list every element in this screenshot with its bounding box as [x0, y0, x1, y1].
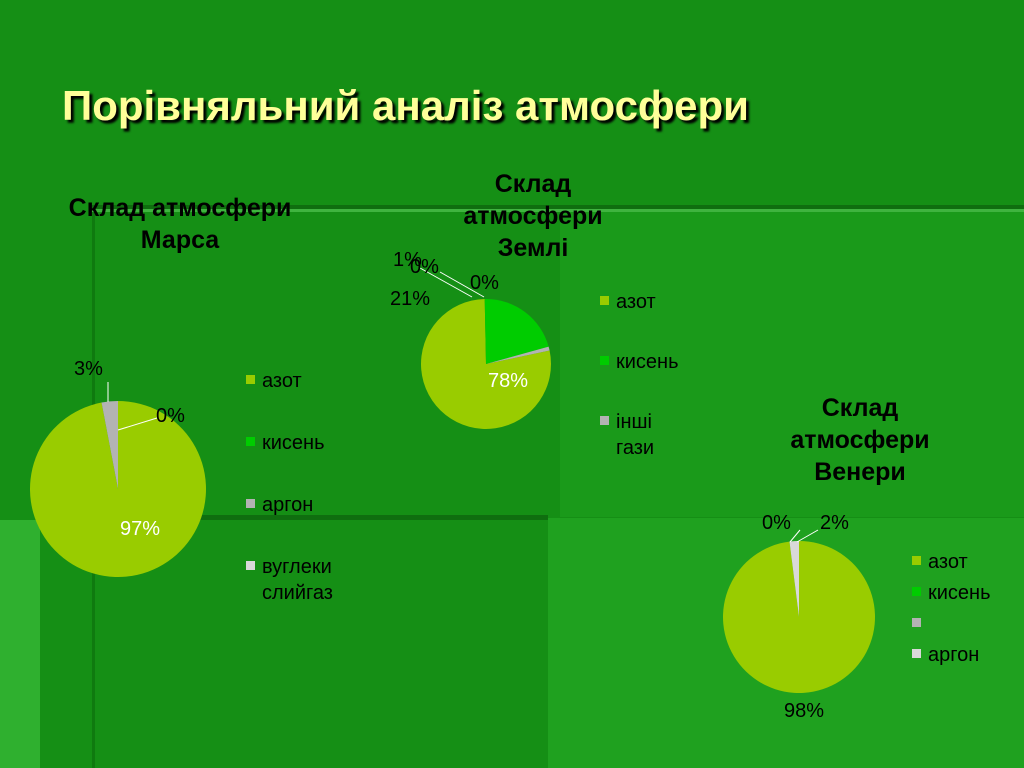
leader-line — [796, 529, 819, 543]
earth-legend-label-kysen: кисень — [616, 351, 679, 373]
earth-chart-title: Склад атмосфери Землі — [428, 168, 638, 264]
slide-title: Порівняльний аналіз атмосфери — [62, 82, 749, 129]
mars-pie-slice-3 — [101, 401, 118, 489]
venus-legend-label-argon: аргон — [928, 644, 980, 666]
mars-label-3: 3% — [74, 358, 103, 380]
earth-title-line-2: атмосфери — [463, 202, 603, 230]
earth-label-21: 21% — [390, 288, 431, 310]
venus-legend-label-azot: азот — [928, 551, 968, 573]
legend-swatch — [912, 618, 921, 627]
earth-legend-item-azot: азот — [600, 289, 679, 315]
earth-pie-slice-2 — [486, 346, 550, 364]
mars-legend-item-argon: аргон — [246, 492, 333, 518]
mars-legend: азот кисень аргон вуглеки слийгаз — [246, 368, 333, 606]
venus-title-line-2: атмосфери — [790, 426, 930, 454]
venus-label-0: 0% — [762, 512, 791, 534]
mars-legend-label-azot: азот — [262, 370, 302, 392]
legend-swatch — [246, 499, 255, 508]
venus-legend: азот кисень аргон — [912, 549, 991, 668]
background-strip-left — [0, 520, 40, 768]
earth-label-0a: 0% — [410, 256, 439, 278]
earth-pie-slice-0 — [421, 299, 551, 429]
venus-label-2: 2% — [820, 512, 849, 534]
venus-legend-item-kysen: кисень — [912, 580, 991, 606]
mars-legend-item-co2: вуглеки слийгаз — [246, 554, 333, 606]
venus-title-line-3: Венери — [814, 458, 906, 486]
legend-swatch — [912, 587, 921, 596]
mars-title-line-2: Марса — [140, 226, 220, 254]
venus-legend-label-kysen: кисень — [928, 582, 991, 604]
mars-legend-label-co2-line-2: слийгаз — [262, 582, 333, 604]
leader-line — [789, 529, 801, 543]
earth-pie-slice-1 — [484, 299, 549, 364]
earth-label-78: 78% — [488, 370, 529, 392]
venus-title-line-1: Склад — [821, 394, 899, 422]
mars-pie-slice-0 — [29, 401, 206, 578]
legend-swatch — [246, 561, 255, 570]
background-band-top — [90, 205, 1024, 209]
background-band-top-edge — [90, 209, 1024, 212]
leader-line — [419, 267, 473, 298]
earth-legend-item-other: інші гази — [600, 409, 679, 457]
venus-label-98: 98% — [784, 700, 825, 722]
legend-swatch — [246, 437, 255, 446]
mars-label-97: 97% — [120, 518, 161, 540]
venus-pie-slice-2 — [789, 541, 799, 617]
mars-legend-label-kysen: кисень — [262, 432, 325, 454]
earth-title-line-1: Склад — [494, 170, 572, 198]
earth-label-0b: 0% — [470, 272, 499, 294]
mars-legend-label-co2-line-1: вуглеки — [262, 556, 332, 578]
legend-swatch — [912, 556, 921, 565]
earth-legend-item-kysen: кисень — [600, 349, 679, 375]
background-band-middle — [40, 515, 548, 520]
venus-legend-item-azot: азот — [912, 549, 991, 575]
earth-title-line-3: Землі — [497, 234, 569, 262]
mars-title-line-1: Склад атмосфери — [68, 194, 292, 222]
legend-swatch — [912, 649, 921, 658]
earth-label-1: 1% — [393, 249, 422, 271]
earth-legend-label-azot: азот — [616, 291, 656, 313]
mars-legend-item-azot: азот — [246, 368, 333, 394]
legend-swatch — [246, 375, 255, 384]
mars-chart-title: Склад атмосфери Марса — [30, 192, 330, 256]
earth-legend-label-other-line-1: інші — [616, 411, 652, 433]
mars-legend-item-kysen: кисень — [246, 430, 333, 456]
venus-legend-item-blank — [912, 611, 991, 637]
leader-line — [117, 417, 158, 431]
background-panel-right — [560, 212, 1024, 517]
legend-swatch — [600, 356, 609, 365]
mars-legend-label-argon: аргон — [262, 494, 314, 516]
leader-line — [439, 271, 485, 298]
legend-swatch — [600, 296, 609, 305]
venus-legend-item-argon: аргон — [912, 642, 991, 668]
venus-pie-slice-0 — [723, 541, 875, 694]
earth-legend: азот кисень інші гази — [600, 289, 679, 457]
venus-chart-title: Склад атмосфери Венери — [745, 392, 975, 488]
legend-swatch — [600, 416, 609, 425]
earth-legend-label-other-line-2: гази — [616, 437, 655, 457]
mars-label-0: 0% — [156, 405, 185, 427]
